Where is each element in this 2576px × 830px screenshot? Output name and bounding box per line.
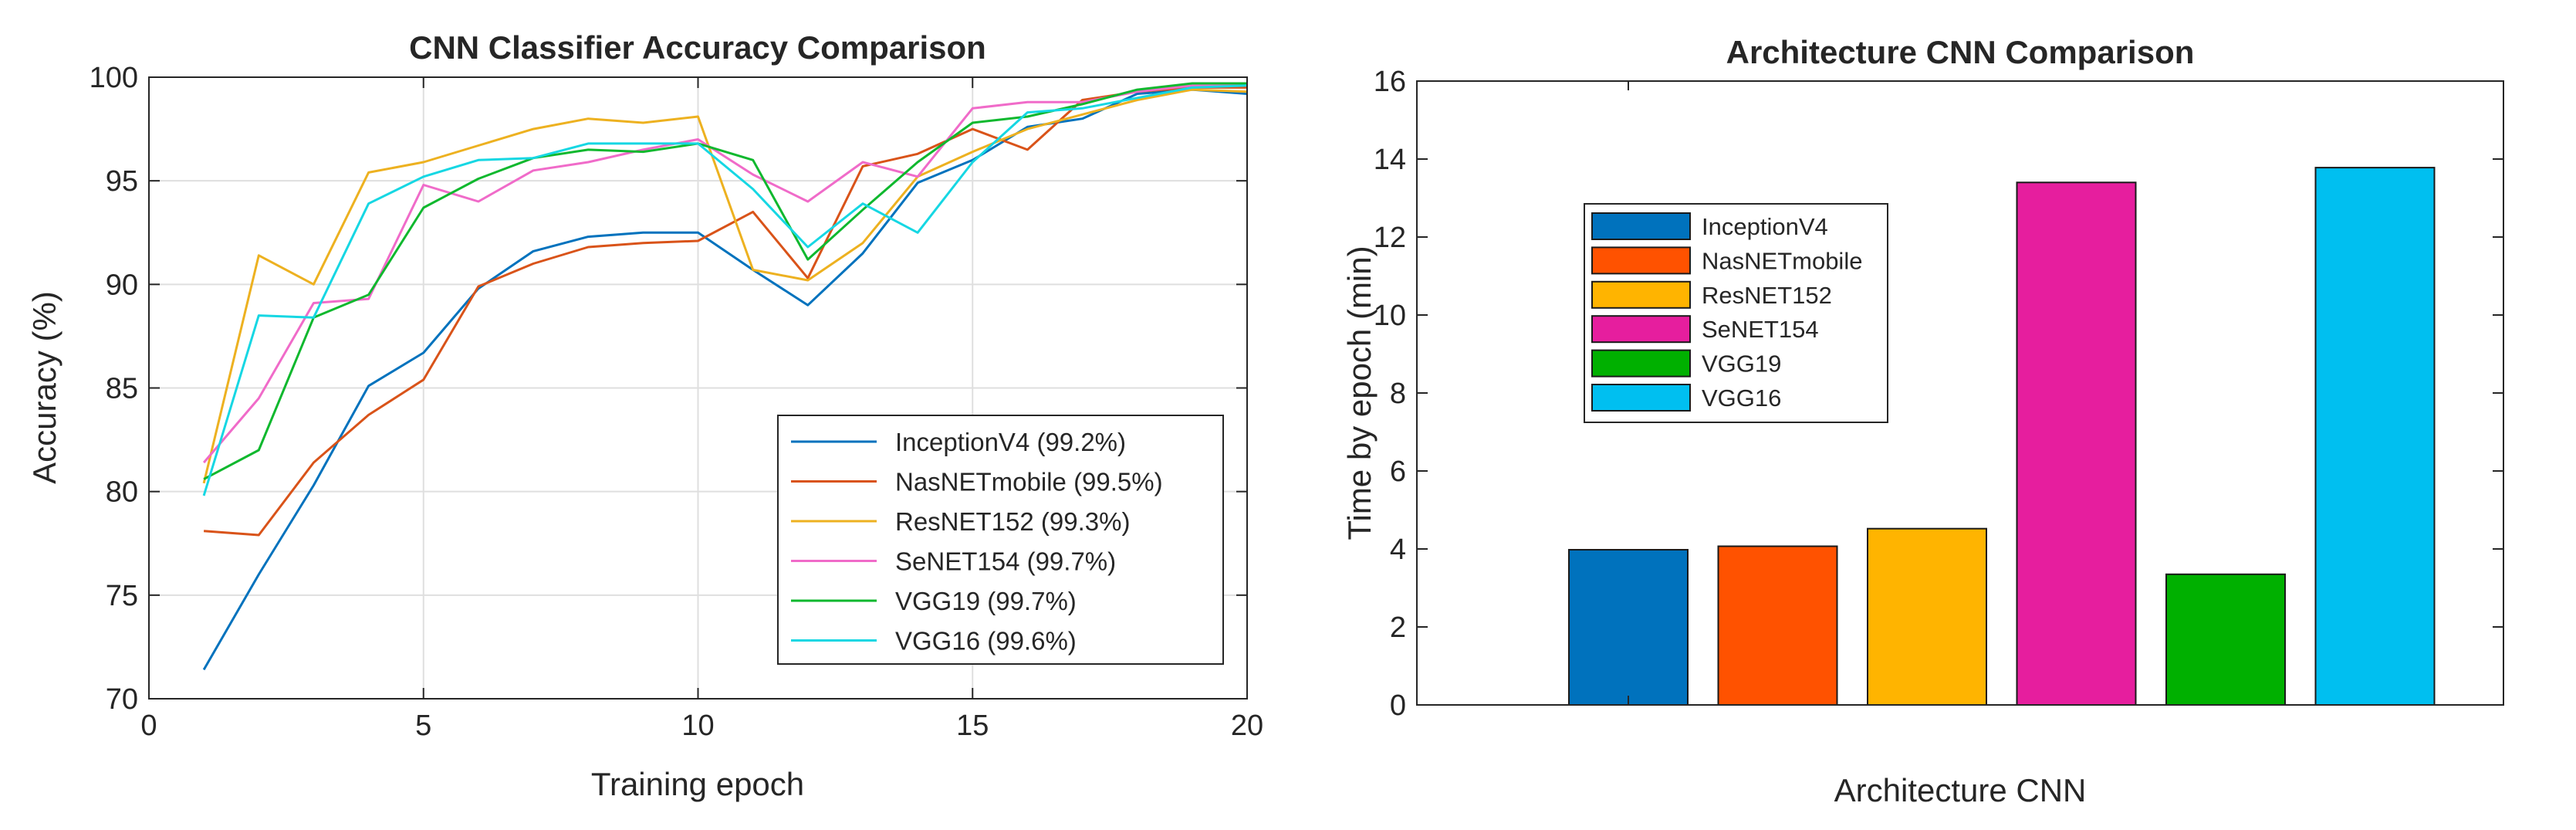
line-chart-y-tick-label: 80 <box>106 476 138 509</box>
legend-label-senet154: SeNET154 (99.7%) <box>895 547 1116 576</box>
bar-resnet152 <box>1867 527 1987 706</box>
legend-swatch-nasnetmobile <box>1591 246 1691 275</box>
line-chart-x-label: Training epoch <box>591 766 804 802</box>
bar-vgg16 <box>2314 167 2436 706</box>
legend-swatch-vgg19 <box>1591 349 1691 378</box>
bar-chart-y-label: Time by epoch (min) <box>1341 246 1378 540</box>
bar-chart-bars <box>1568 167 2436 706</box>
line-chart-x-tick-label: 10 <box>681 710 714 742</box>
legend-label-nasnetmobile: NasNETmobile <box>1702 247 1862 274</box>
line-chart-series <box>202 82 1248 671</box>
line-chart-x-tick-label: 5 <box>415 710 431 742</box>
line-chart-x-tick-label: 15 <box>956 710 989 742</box>
bar-chart-x-label: Architecture CNN <box>1834 772 2087 808</box>
bar-nasnetmobile <box>1717 545 1838 706</box>
line-chart-y-tick-label: 90 <box>106 269 138 301</box>
legend-label-nasnetmobile: NasNETmobile (99.5%) <box>895 468 1163 496</box>
time-bar-chart: 0 2 4 6 8 10 12 14 16 Architecture CNN Compariso… <box>1341 34 2504 808</box>
line-chart-y-tick-label: 100 <box>90 62 138 94</box>
line-chart-y-label: Accuracy (%) <box>26 291 63 484</box>
line-chart-x-ticks: 0 5 10 15 20 <box>140 77 1263 742</box>
line-chart-x-tick-label: 20 <box>1231 710 1263 742</box>
series-line-vgg19 <box>203 82 1247 480</box>
line-chart-y-tick-label: 85 <box>106 373 138 405</box>
bar-chart-y-tick-label: 8 <box>1390 378 1406 410</box>
bar-chart-y-tick-label: 0 <box>1390 689 1406 722</box>
legend-label-resnet152: ResNET152 (99.3%) <box>895 507 1130 536</box>
series-line-inceptionv4 <box>202 88 1248 671</box>
line-chart-legend: InceptionV4 (99.2%) NasNETmobile (99.5%) R… <box>777 415 1224 665</box>
legend-swatch-resnet152 <box>1591 280 1691 309</box>
legend-label-vgg16: VGG16 (99.6%) <box>895 627 1077 656</box>
bar-vgg19 <box>2165 573 2286 706</box>
line-chart-y-tick-label: 95 <box>106 165 138 198</box>
line-chart-title: CNN Classifier Accuracy Comparison <box>409 29 986 66</box>
legend-swatch-senet154 <box>1591 315 1691 344</box>
accuracy-line-chart: 0 5 10 15 20 70 75 80 85 90 95 100 CNN Classifier … <box>26 29 1263 802</box>
legend-label-vgg19: VGG19 <box>1702 351 1781 378</box>
line-chart-y-tick-label: 75 <box>106 580 138 612</box>
legend-label-resnet152: ResNET152 <box>1702 282 1832 309</box>
series-line-vgg16 <box>202 84 1248 496</box>
bar-chart-y-tick-label: 2 <box>1390 611 1406 644</box>
bar-chart-y-tick-label: 4 <box>1390 534 1406 566</box>
bar-senet154 <box>2016 181 2137 706</box>
bar-chart-y-ticks: 0 2 4 6 8 10 12 14 16 <box>1374 66 2503 722</box>
line-chart-y-tick-label: 70 <box>106 683 138 716</box>
bar-chart-y-tick-label: 12 <box>1374 222 1406 254</box>
line-chart-x-tick-label: 0 <box>140 710 157 742</box>
bar-chart-legend: InceptionV4 NasNETmobile ResNET152 SeNET154… <box>1584 203 1888 423</box>
bar-chart-y-tick-label: 10 <box>1374 300 1406 332</box>
legend-label-vgg16: VGG16 <box>1702 385 1781 412</box>
legend-swatch-vgg16 <box>1591 384 1691 412</box>
legend-swatch-inceptionv4 <box>1591 212 1691 240</box>
legend-label-inceptionv4: InceptionV4 (99.2%) <box>895 428 1126 456</box>
line-chart-legend-box <box>777 415 1224 665</box>
series-line-resnet152 <box>202 88 1248 484</box>
legend-label-senet154: SeNET154 <box>1702 316 1819 343</box>
bar-chart-title: Architecture CNN Comparison <box>1726 34 2195 70</box>
bar-chart-y-tick-label: 16 <box>1374 66 1406 98</box>
legend-label-inceptionv4: InceptionV4 <box>1702 213 1828 240</box>
legend-label-vgg19: VGG19 (99.7%) <box>895 587 1077 615</box>
bar-chart-y-tick-label: 6 <box>1390 456 1406 488</box>
bar-chart-y-tick-label: 14 <box>1374 144 1406 176</box>
bar-inceptionv4 <box>1568 549 1689 706</box>
line-chart-y-ticks: 70 75 80 85 90 95 100 <box>90 62 1247 716</box>
